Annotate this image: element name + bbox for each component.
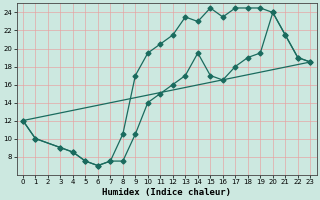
X-axis label: Humidex (Indice chaleur): Humidex (Indice chaleur)	[102, 188, 231, 197]
